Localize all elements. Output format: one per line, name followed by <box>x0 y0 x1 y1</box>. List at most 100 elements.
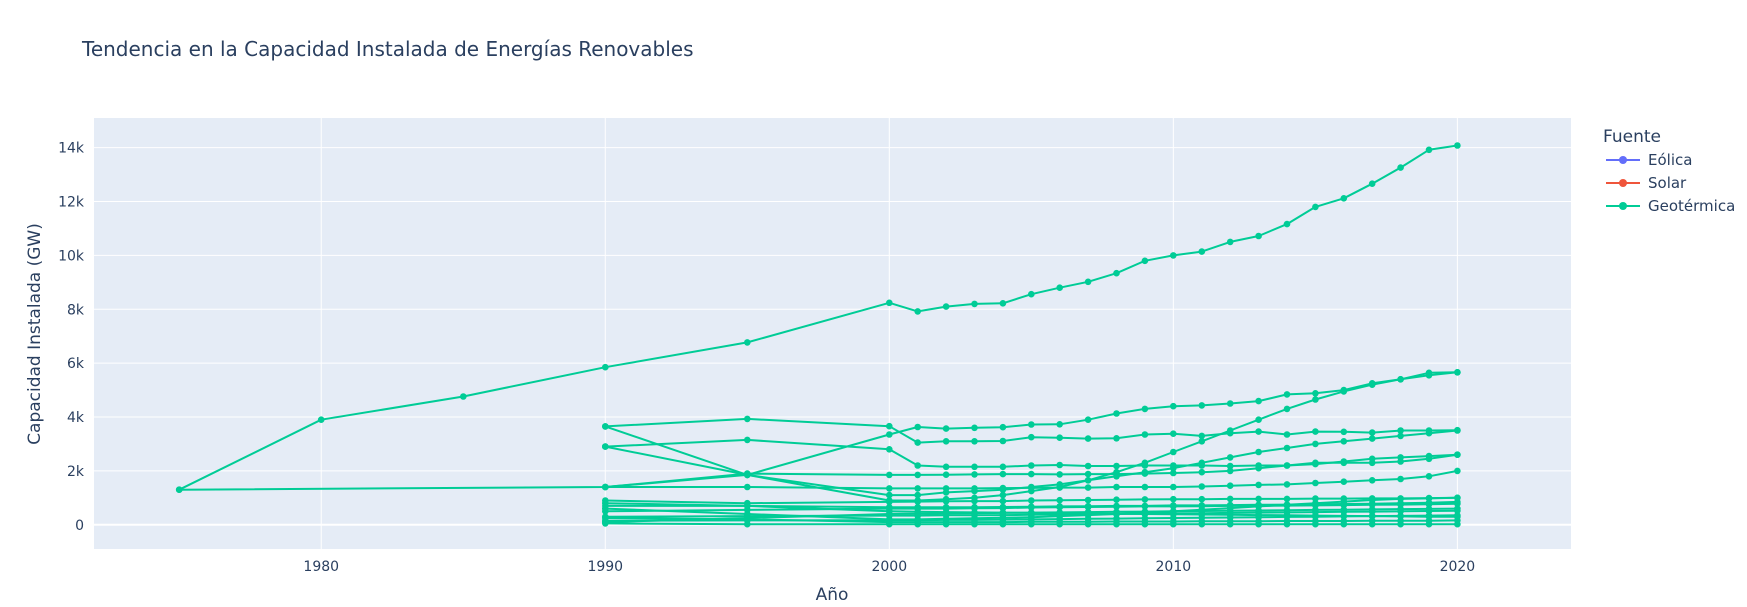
data-point <box>1113 269 1120 277</box>
data-point <box>1312 390 1319 397</box>
data-point <box>1397 376 1404 383</box>
data-point <box>1226 238 1234 246</box>
legend-swatch-marker <box>1619 179 1627 187</box>
data-point <box>175 486 183 494</box>
data-point <box>1226 427 1234 434</box>
data-point <box>1141 468 1149 476</box>
data-point <box>1226 467 1234 475</box>
data-point <box>460 393 467 400</box>
legend-item[interactable]: Eólica <box>1606 151 1692 169</box>
data-point <box>1255 518 1262 525</box>
data-point <box>1113 462 1120 470</box>
data-point <box>886 491 893 499</box>
data-point <box>1255 397 1262 405</box>
data-point <box>1170 503 1177 510</box>
data-point <box>971 509 978 517</box>
data-point <box>744 520 751 528</box>
data-point <box>942 438 950 445</box>
data-point <box>971 424 978 432</box>
data-point <box>744 339 751 346</box>
series-points <box>175 142 1461 528</box>
data-point <box>1340 458 1348 465</box>
data-point <box>1283 444 1291 452</box>
data-point <box>602 363 609 371</box>
y-tick-label: 6k <box>67 356 85 372</box>
data-point <box>999 463 1007 471</box>
y-tick-label: 12k <box>58 195 85 211</box>
data-point <box>1226 462 1234 470</box>
legend-item[interactable]: Geotérmica <box>1606 197 1735 215</box>
data-point <box>1113 435 1120 442</box>
data-point <box>744 471 751 479</box>
data-point <box>1312 517 1319 525</box>
legend-item[interactable]: Solar <box>1606 174 1687 192</box>
data-point <box>1425 146 1433 154</box>
data-point <box>1028 421 1035 428</box>
data-point <box>602 423 609 430</box>
x-tick-label: 2020 <box>1440 559 1476 575</box>
data-point <box>1028 462 1035 469</box>
data-point <box>602 514 609 522</box>
data-point <box>1283 501 1291 509</box>
data-point <box>1425 429 1433 437</box>
data-point <box>999 437 1007 445</box>
data-point <box>1255 495 1262 503</box>
data-point <box>1113 410 1120 417</box>
data-point <box>1397 427 1404 434</box>
data-point <box>1397 475 1404 483</box>
data-point <box>1198 459 1206 467</box>
data-point <box>1170 448 1177 456</box>
y-tick-label: 2k <box>67 464 85 480</box>
data-point <box>1028 509 1035 516</box>
data-point <box>1368 429 1376 436</box>
data-point <box>1255 428 1262 435</box>
data-point <box>1312 495 1319 502</box>
data-point <box>1084 462 1092 470</box>
data-point <box>744 502 751 510</box>
data-point <box>1141 405 1149 413</box>
y-tick-label: 0 <box>75 518 84 534</box>
y-tick-label: 8k <box>67 302 85 318</box>
series-line-segment <box>179 371 1458 491</box>
data-point <box>1056 421 1063 428</box>
data-point <box>1425 452 1433 460</box>
data-point <box>1113 503 1120 511</box>
data-point <box>1170 495 1177 503</box>
data-point <box>1312 460 1319 468</box>
data-point <box>1084 470 1092 478</box>
data-point <box>1312 506 1319 514</box>
data-point <box>971 438 978 445</box>
data-point <box>1028 433 1035 441</box>
data-point <box>942 498 950 505</box>
data-point <box>1056 484 1063 491</box>
data-point <box>1226 400 1234 407</box>
chart-title: Tendencia en la Capacidad Instalada de E… <box>81 37 694 61</box>
data-point <box>942 471 950 479</box>
data-point <box>1170 518 1177 525</box>
data-point <box>1312 428 1319 435</box>
data-point <box>1084 477 1092 484</box>
data-point <box>1141 503 1149 510</box>
data-point <box>1226 495 1234 503</box>
data-point <box>1141 518 1149 525</box>
data-point <box>602 483 609 491</box>
data-point <box>744 483 751 491</box>
data-point <box>1198 495 1206 503</box>
data-point <box>1170 402 1177 410</box>
data-point <box>1141 483 1149 491</box>
data-point <box>1454 494 1461 502</box>
data-point <box>886 422 893 430</box>
data-point <box>1198 518 1206 525</box>
data-point <box>1255 481 1262 489</box>
data-point <box>1425 372 1433 379</box>
data-point <box>1056 496 1063 504</box>
data-point <box>1028 497 1035 504</box>
x-axis-ticks: 1980 1990 2000 2010 2020 <box>303 559 1475 575</box>
data-point <box>1226 507 1234 514</box>
data-point <box>914 485 921 492</box>
data-point <box>1340 517 1348 525</box>
data-point <box>1425 501 1433 508</box>
data-point <box>1454 142 1461 149</box>
data-point <box>1113 468 1120 476</box>
data-point <box>1113 496 1120 504</box>
